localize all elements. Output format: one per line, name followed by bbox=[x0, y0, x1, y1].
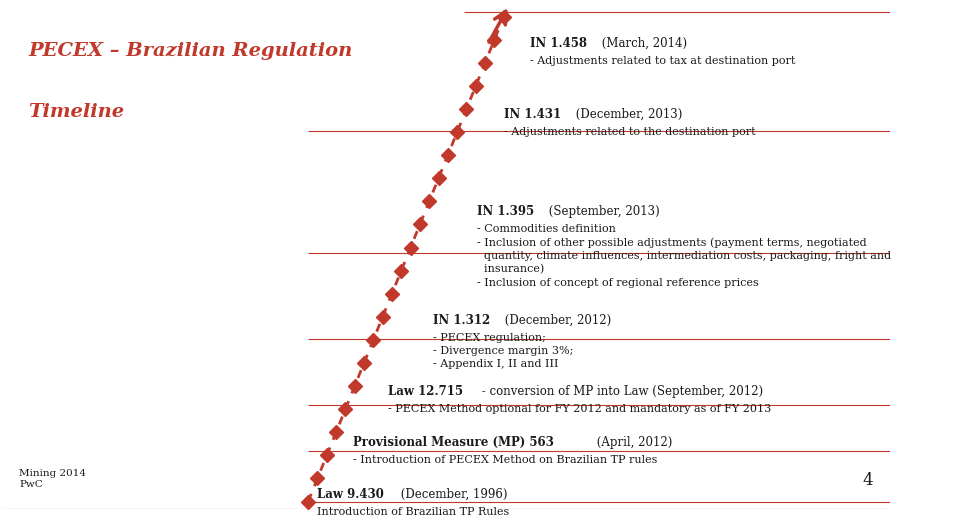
Text: Mining 2014
PwC: Mining 2014 PwC bbox=[19, 470, 86, 489]
Text: (September, 2013): (September, 2013) bbox=[545, 204, 660, 217]
Text: - PECEX regulation;
- Divergence margin 3%;
- Appendix I, II and III: - PECEX regulation; - Divergence margin … bbox=[433, 333, 573, 370]
Text: Timeline: Timeline bbox=[28, 103, 124, 121]
Text: 4: 4 bbox=[862, 472, 873, 489]
Text: IN 1.312: IN 1.312 bbox=[433, 313, 490, 326]
Text: - Introduction of PECEX Method on Brazilian TP rules: - Introduction of PECEX Method on Brazil… bbox=[352, 455, 657, 465]
Text: Law 9.430: Law 9.430 bbox=[317, 488, 384, 501]
Text: - Commodities definition
- Inclusion of other possible adjustments (payment term: - Commodities definition - Inclusion of … bbox=[477, 224, 891, 288]
Text: Introduction of Brazilian TP Rules: Introduction of Brazilian TP Rules bbox=[317, 507, 509, 517]
Text: (December, 2012): (December, 2012) bbox=[501, 313, 612, 326]
Text: Law 12.715: Law 12.715 bbox=[388, 385, 463, 398]
Text: (April, 2012): (April, 2012) bbox=[592, 435, 672, 448]
Text: IN 1.395: IN 1.395 bbox=[477, 204, 534, 217]
Text: - Adjustments related to the destination port: - Adjustments related to the destination… bbox=[504, 127, 756, 138]
Text: Provisional Measure (MP) 563: Provisional Measure (MP) 563 bbox=[352, 435, 554, 448]
Text: IN 1.458: IN 1.458 bbox=[530, 37, 588, 50]
Text: (December, 2013): (December, 2013) bbox=[572, 108, 683, 121]
Text: (March, 2014): (March, 2014) bbox=[598, 37, 687, 50]
Text: (December, 1996): (December, 1996) bbox=[396, 488, 508, 501]
Text: IN 1.431: IN 1.431 bbox=[504, 108, 561, 121]
Text: - PECEX Method optional for FY 2012 and mandatory as of FY 2013: - PECEX Method optional for FY 2012 and … bbox=[388, 404, 772, 414]
Text: PECEX – Brazilian Regulation: PECEX – Brazilian Regulation bbox=[28, 42, 352, 60]
Text: - conversion of MP into Law (September, 2012): - conversion of MP into Law (September, … bbox=[478, 385, 763, 398]
Text: - Adjustments related to tax at destination port: - Adjustments related to tax at destinat… bbox=[530, 56, 796, 66]
